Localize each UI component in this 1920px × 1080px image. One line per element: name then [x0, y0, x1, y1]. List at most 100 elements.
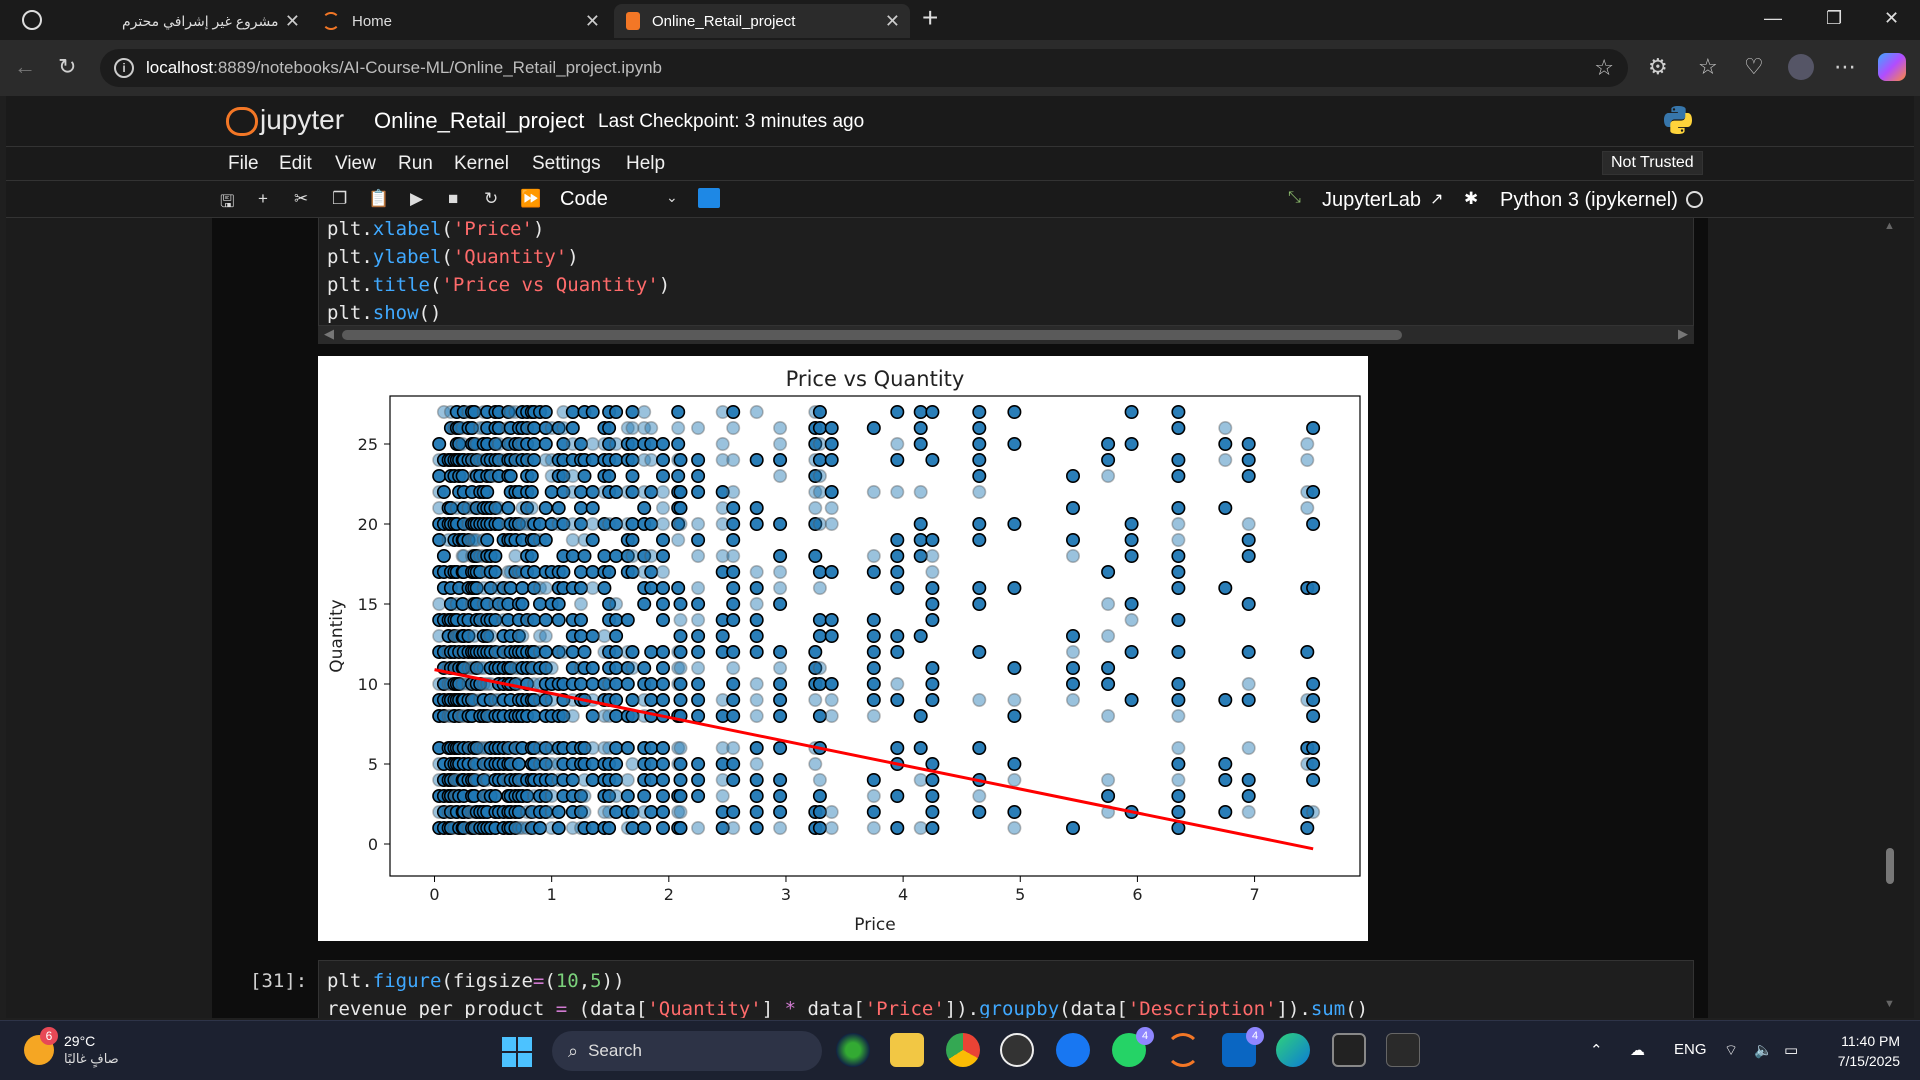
scrollbar-thumb[interactable] [342, 330, 1402, 340]
wifi-icon[interactable]: ⌔ [1724, 1042, 1739, 1059]
tab-close-icon[interactable]: ✕ [284, 11, 300, 31]
menu-view[interactable]: View [335, 153, 376, 174]
insert-cell-icon[interactable]: + [258, 189, 268, 208]
data-point [585, 676, 600, 691]
tray-chevron-icon[interactable]: ⌃ [1590, 1042, 1603, 1059]
notebook-name[interactable]: Online_Retail_project [374, 108, 585, 133]
data-point [620, 788, 635, 803]
linkedin-icon[interactable]: 4 [1222, 1027, 1264, 1067]
refresh-icon[interactable]: ↻ [58, 54, 77, 79]
debugger-icon[interactable]: ✱ [1464, 189, 1479, 208]
new-tab-button[interactable]: + [922, 2, 939, 33]
data-point [925, 612, 940, 627]
stop-icon[interactable]: ■ [448, 189, 459, 208]
menu-settings[interactable]: Settings [532, 153, 601, 174]
kernel-name[interactable]: Python 3 (ipykernel) [1500, 189, 1678, 211]
volume-icon[interactable]: 🔈 [1754, 1042, 1773, 1059]
data-point [972, 644, 987, 659]
data-point [749, 517, 764, 532]
jupyterlab-icon[interactable]: ⤡ [1288, 189, 1301, 206]
jupyter-logo[interactable]: jupyter [226, 104, 344, 136]
data-point [1241, 740, 1256, 755]
menu-edit[interactable]: Edit [279, 153, 312, 174]
scrollbar-thumb[interactable] [1886, 848, 1894, 884]
restart-icon[interactable]: ↻ [484, 189, 499, 208]
chrome-icon[interactable] [946, 1033, 980, 1067]
save-icon[interactable]: 🖫 [220, 192, 235, 211]
close-window-icon[interactable]: ✕ [1884, 8, 1900, 28]
paste-icon[interactable]: 📋 [368, 189, 390, 208]
trust-status-badge[interactable]: Not Trusted [1602, 151, 1703, 175]
data-point [620, 612, 635, 627]
jupyterlab-link[interactable]: JupyterLab [1322, 189, 1421, 211]
edge-icon[interactable] [1276, 1033, 1310, 1067]
cut-icon[interactable]: ✂ [294, 189, 309, 208]
code-cell[interactable]: plt.figure(figsize=(10,5)) revenue_per_p… [318, 960, 1694, 1018]
data-point [726, 740, 741, 755]
onedrive-icon[interactable]: ☁ [1630, 1042, 1645, 1059]
browser-menu-icon[interactable] [22, 10, 42, 30]
terminal-icon[interactable] [1386, 1033, 1420, 1067]
whatsapp-icon[interactable]: 4 [1112, 1027, 1154, 1067]
data-point [749, 597, 764, 612]
menu-file[interactable]: File [228, 153, 259, 174]
data-point [1065, 820, 1080, 835]
minimize-icon[interactable]: — [1764, 8, 1782, 28]
site-info-icon[interactable]: i [114, 58, 134, 78]
run-icon[interactable]: ▶ [410, 189, 424, 208]
restart-run-all-icon[interactable]: ⏩ [520, 189, 542, 208]
search-label: Search [588, 1041, 642, 1060]
more-menu-icon[interactable]: ⋯ [1834, 54, 1856, 79]
scroll-down-icon[interactable]: ▼ [1884, 998, 1895, 1010]
tab-unsupervised-project[interactable]: مشروع غير إشرافي محترم ✕ [110, 4, 310, 38]
menu-help[interactable]: Help [626, 153, 666, 174]
profile-avatar[interactable] [1788, 54, 1814, 80]
jupyter-app-icon[interactable] [1166, 1033, 1200, 1067]
clock[interactable]: 11:40 PM 7/15/2025 [1820, 1031, 1900, 1071]
health-icon[interactable]: ♡ [1744, 54, 1764, 79]
favorites-icon[interactable]: ☆ [1698, 54, 1718, 79]
data-point [511, 756, 526, 771]
data-point [925, 692, 940, 707]
data-point [671, 740, 686, 755]
data-point [511, 628, 526, 643]
menu-run[interactable]: Run [398, 153, 433, 174]
tab-online-retail[interactable]: Online_Retail_project ✕ [614, 4, 910, 38]
data-point [866, 565, 881, 580]
facebook-icon[interactable] [1056, 1033, 1090, 1067]
restore-icon[interactable]: ❐ [1826, 8, 1843, 28]
tab-close-icon[interactable]: ✕ [584, 11, 600, 31]
data-point [609, 660, 624, 675]
horizontal-scrollbar[interactable]: ◀ ▶ [318, 326, 1694, 344]
vertical-scrollbar[interactable]: ▲ ▼ [1882, 218, 1898, 1018]
data-point [625, 565, 640, 580]
data-point [1241, 676, 1256, 691]
y-ticks: 0 5 10 15 20 25 [358, 435, 390, 854]
chatgpt-icon[interactable] [1000, 1033, 1034, 1067]
cell-type-select[interactable]: Code [560, 188, 608, 210]
app-icon-2[interactable] [1332, 1033, 1366, 1067]
menu-kernel[interactable]: Kernel [454, 153, 509, 174]
scroll-up-icon[interactable]: ▲ [1884, 220, 1895, 232]
copy-icon[interactable]: ❐ [332, 189, 348, 208]
command-palette-icon[interactable] [698, 188, 720, 208]
language-indicator[interactable]: ENG [1674, 1041, 1707, 1058]
battery-icon[interactable]: ▭ [1784, 1042, 1799, 1059]
chevron-down-icon[interactable]: ⌄ [666, 189, 678, 205]
back-icon[interactable]: ← [14, 54, 36, 79]
scroll-right-icon[interactable]: ▶ [1678, 326, 1688, 341]
file-explorer-icon[interactable] [890, 1033, 924, 1067]
tab-close-icon[interactable]: ✕ [884, 11, 900, 31]
url-input[interactable]: i localhost:8889/notebooks/AI-Course-ML/… [100, 49, 1628, 87]
copilot-icon[interactable] [1878, 53, 1906, 81]
scroll-left-icon[interactable]: ◀ [324, 326, 334, 341]
data-point [585, 660, 600, 675]
extensions-icon[interactable]: ⚙ [1648, 54, 1668, 79]
tab-home[interactable]: Home ✕ [310, 4, 610, 38]
data-point [1241, 804, 1256, 819]
windows-start-icon[interactable] [502, 1037, 532, 1067]
code-cell[interactable]: plt.xlabel('Price') plt.ylabel('Quantity… [318, 218, 1694, 326]
favorite-star-icon[interactable]: ☆ [1594, 55, 1614, 80]
taskbar-search[interactable]: ⌕ Search [552, 1031, 822, 1071]
app-icon-1[interactable] [836, 1033, 870, 1067]
